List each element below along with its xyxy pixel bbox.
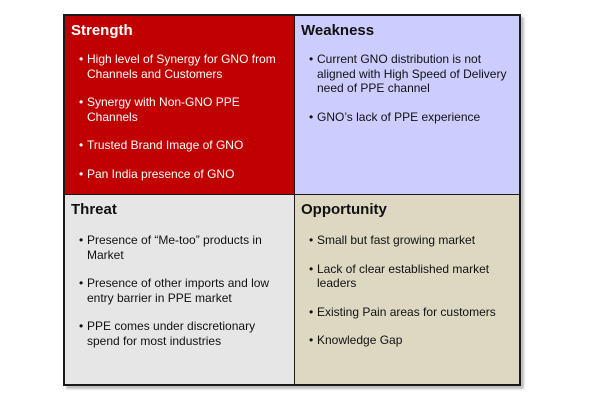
opportunity-list: Small but fast growing market Lack of cl… <box>301 233 513 348</box>
opportunity-item: Small but fast growing market <box>301 233 513 248</box>
swot-matrix: Strength High level of Synergy for GNO f… <box>63 14 521 386</box>
threat-quadrant: Threat Presence of “Me-too” products in … <box>65 195 295 384</box>
threat-item: Presence of other imports and low entry … <box>71 276 288 305</box>
opportunity-title: Opportunity <box>301 201 387 218</box>
threat-list: Presence of “Me-too” products in Market … <box>71 233 288 348</box>
strength-item: Synergy with Non-GNO PPE Channels <box>71 95 288 124</box>
opportunity-item: Lack of clear established market leaders <box>301 262 513 291</box>
weakness-title: Weakness <box>301 22 375 39</box>
opportunity-item: Existing Pain areas for customers <box>301 305 513 320</box>
weakness-item: GNO’s lack of PPE experience <box>301 110 513 125</box>
strength-list: High level of Synergy for GNO from Chann… <box>71 52 288 181</box>
weakness-item: Current GNO distribution is not aligned … <box>301 52 513 96</box>
strength-item: Pan India presence of GNO <box>71 167 288 182</box>
weakness-list: Current GNO distribution is not aligned … <box>301 52 513 124</box>
strength-title: Strength <box>71 22 133 39</box>
strength-item: High level of Synergy for GNO from Chann… <box>71 52 288 81</box>
strength-quadrant: Strength High level of Synergy for GNO f… <box>65 16 295 195</box>
strength-item: Trusted Brand Image of GNO <box>71 138 288 153</box>
opportunity-quadrant: Opportunity Small but fast growing marke… <box>295 195 519 384</box>
threat-title: Threat <box>71 201 117 218</box>
threat-item: PPE comes under discretionary spend for … <box>71 319 288 348</box>
threat-item: Presence of “Me-too” products in Market <box>71 233 288 262</box>
weakness-quadrant: Weakness Current GNO distribution is not… <box>295 16 519 195</box>
opportunity-item: Knowledge Gap <box>301 333 513 348</box>
